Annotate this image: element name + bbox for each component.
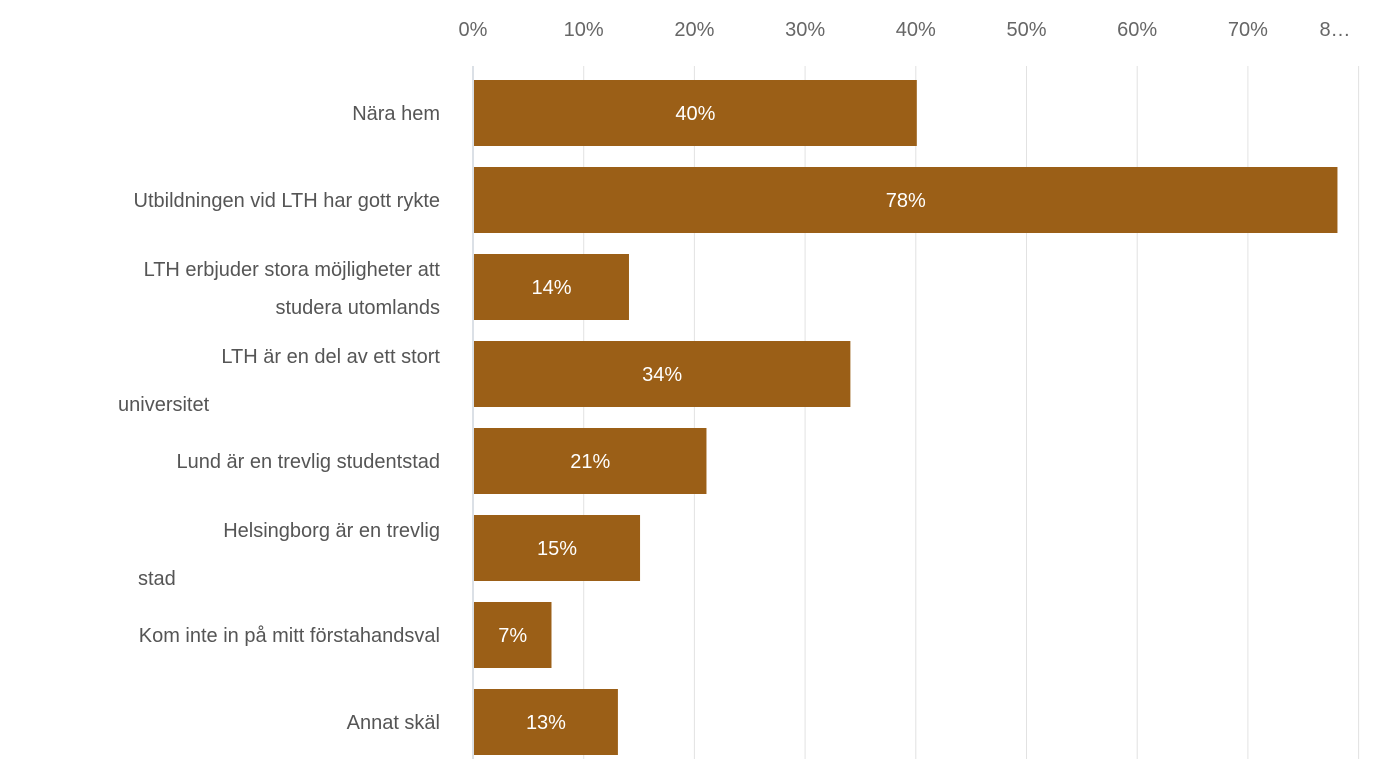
category-label: Annat skäl: [347, 712, 440, 734]
x-tick-label: 10%: [564, 19, 604, 41]
bar: [474, 689, 618, 755]
bar: [474, 341, 851, 407]
x-tick-label: 70%: [1228, 19, 1268, 41]
bars: 40% 78% 14% 34% 21% 15% 7% 13%: [474, 80, 1338, 755]
data-label: 14%: [531, 277, 571, 299]
x-tick-label: 50%: [1006, 19, 1046, 41]
x-axis-tick-labels: 0% 10% 20% 30% 40% 50% 60% 70% 8…: [459, 19, 1351, 41]
bar: [474, 602, 552, 668]
data-label: 13%: [526, 712, 566, 734]
x-tick-label: 0%: [459, 19, 488, 41]
data-label: 15%: [537, 538, 577, 560]
x-tick-label: 60%: [1117, 19, 1157, 41]
x-tick-label: 40%: [896, 19, 936, 41]
category-label: Helsingborg är en trevlig: [223, 520, 440, 542]
category-label: universitet: [118, 394, 210, 416]
category-label: LTH erbjuder stora möjligheter att: [144, 259, 441, 281]
category-label: Kom inte in på mitt förstahandsval: [139, 625, 440, 647]
category-label: LTH är en del av ett stort: [221, 346, 440, 368]
data-label: 34%: [642, 364, 682, 386]
category-label: studera utomlands: [275, 297, 440, 319]
x-tick-label: 8…: [1319, 19, 1350, 41]
data-label: 7%: [498, 625, 527, 647]
bar: [474, 515, 641, 581]
bar: [474, 254, 629, 320]
data-label: 21%: [570, 451, 610, 473]
data-label: 40%: [675, 103, 715, 125]
category-label: stad: [138, 568, 176, 590]
category-labels: Nära hem Utbildningen vid LTH har gott ry…: [118, 103, 440, 734]
bar: [474, 80, 917, 146]
bar: [474, 428, 707, 494]
category-label: Nära hem: [352, 103, 440, 125]
category-label: Utbildningen vid LTH har gott rykte: [134, 190, 440, 212]
data-label: 78%: [886, 190, 926, 212]
bar: [474, 167, 1338, 233]
x-tick-label: 20%: [674, 19, 714, 41]
category-label: Lund är en trevlig studentstad: [176, 451, 440, 473]
x-tick-label: 30%: [785, 19, 825, 41]
